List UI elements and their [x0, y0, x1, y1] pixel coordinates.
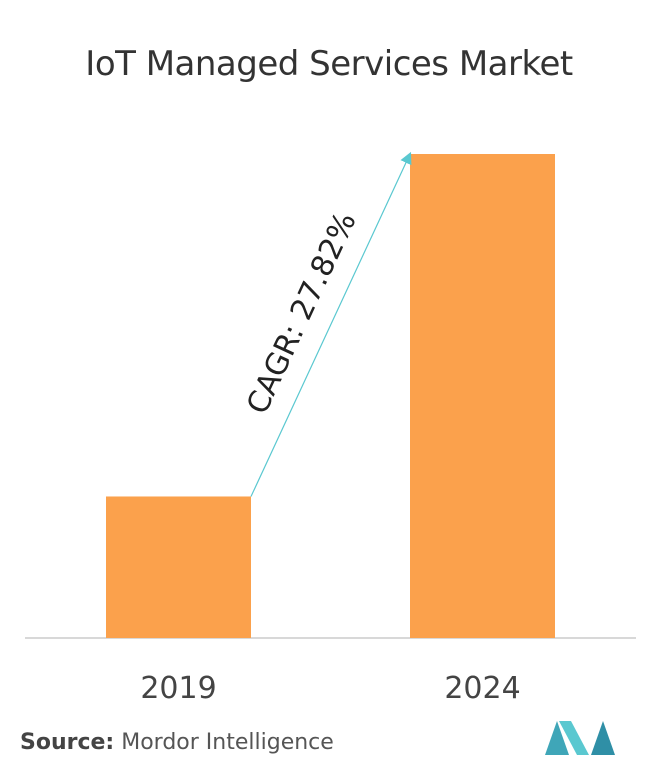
source-credit: Source: Mordor Intelligence — [20, 730, 334, 755]
bar-chart: CAGR: 27.82% 2019 2024 — [25, 151, 636, 706]
bar-2019 — [106, 496, 251, 638]
source-name: Mordor Intelligence — [121, 730, 334, 755]
cagr-arrow — [250, 151, 412, 497]
bar-2024 — [410, 154, 555, 638]
x-tick-label-2024: 2024 — [444, 671, 520, 706]
source-label: Source: — [20, 730, 115, 755]
chart-title: IoT Managed Services Market — [85, 44, 573, 84]
x-tick-label-2019: 2019 — [140, 671, 216, 706]
mordor-logo-icon — [545, 721, 615, 755]
